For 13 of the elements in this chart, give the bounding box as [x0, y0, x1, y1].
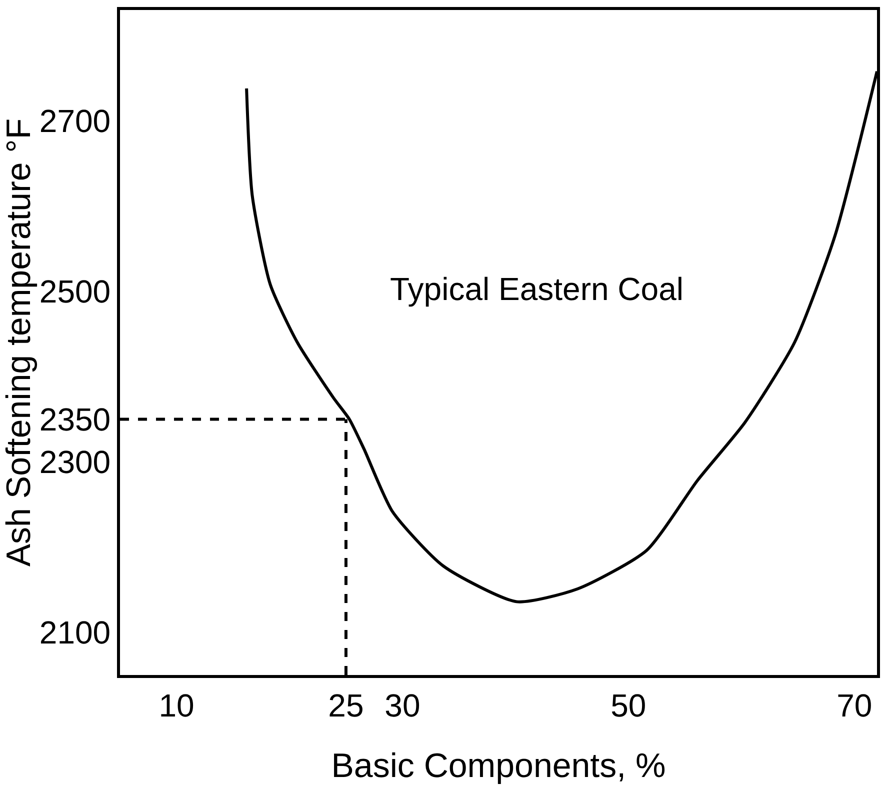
y-tick-label: 2300: [39, 444, 111, 480]
x-tick-label: 70: [836, 687, 872, 724]
x-axis-title: Basic Components, %: [331, 747, 666, 785]
x-tick-label: 50: [610, 687, 646, 724]
x-tick-label: 25: [328, 687, 364, 724]
y-axis-title: Ash Softening temperature °F: [0, 118, 38, 567]
y-tick-label: 2500: [39, 274, 111, 310]
y-tick-label: 2350: [39, 401, 111, 438]
y-tick-label: 2700: [39, 103, 111, 140]
y-tick-label: 2100: [39, 614, 111, 651]
text: Typical Eastern Coal: [390, 271, 684, 307]
x-tick-label: 10: [158, 687, 194, 724]
x-tick-label: 30: [384, 687, 420, 724]
